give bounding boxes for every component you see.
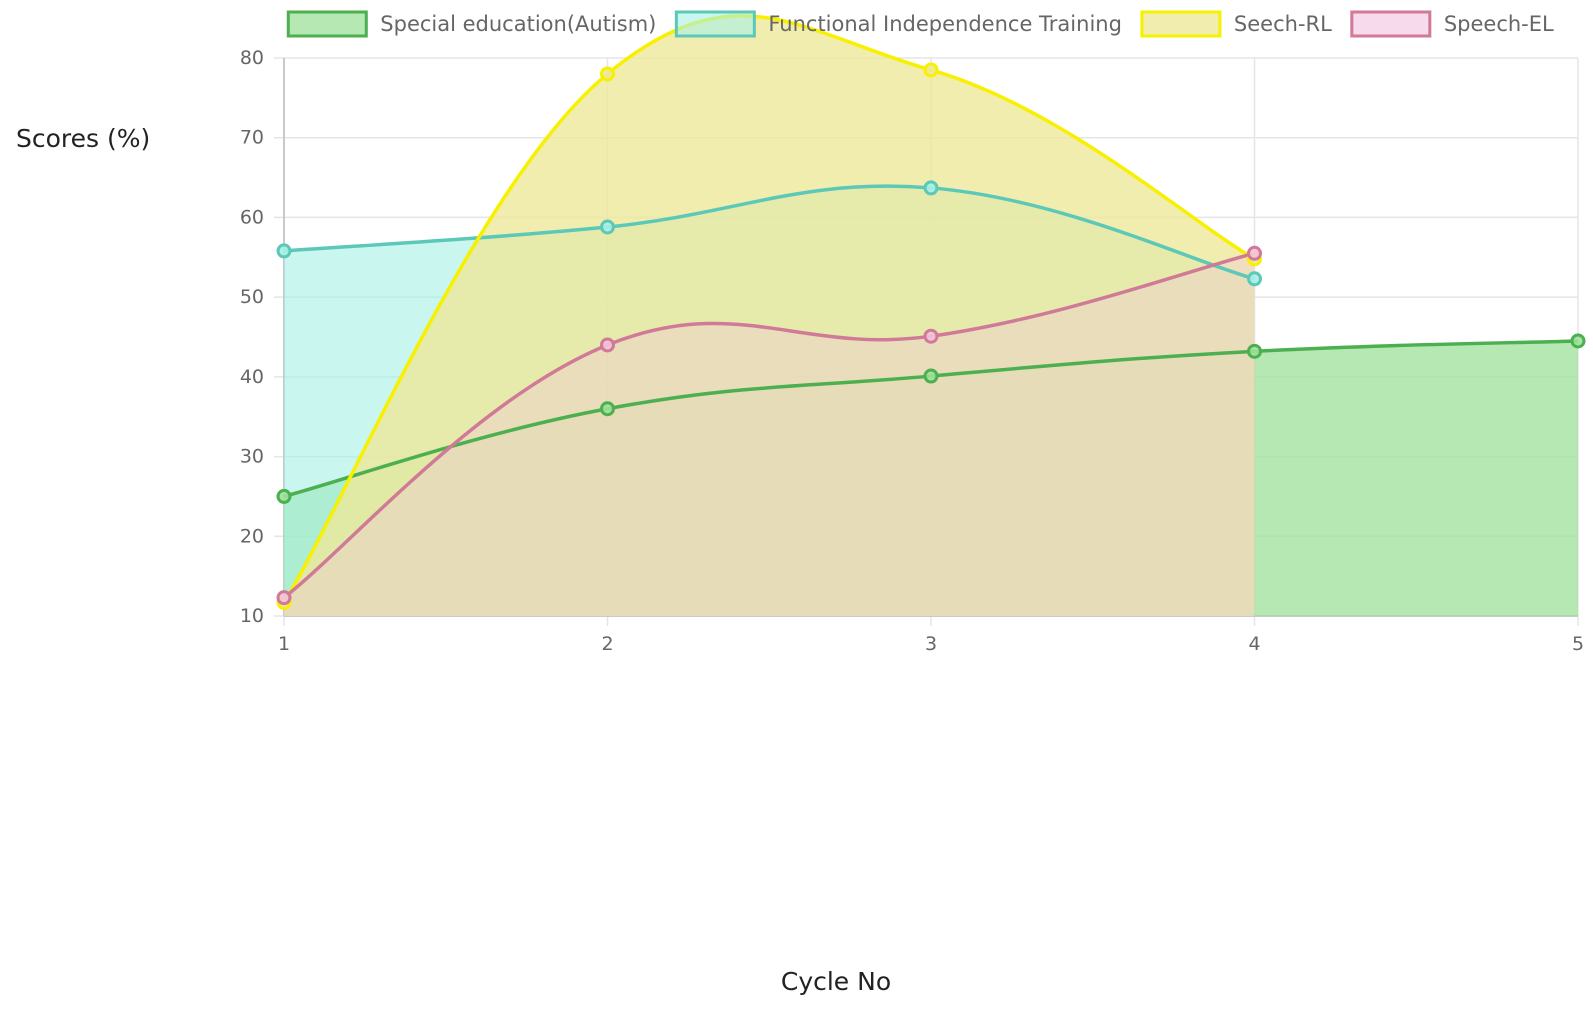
legend-swatch	[674, 10, 756, 38]
y-tick-label: 10	[240, 605, 264, 627]
legend-item-functional-independence-training[interactable]: Functional Independence Training	[674, 10, 1122, 38]
y-tick-label: 70	[240, 127, 264, 149]
data-point-functional-independence-training[interactable]	[600, 219, 615, 235]
data-point-special-education-autism[interactable]	[923, 368, 939, 384]
data-point-functional-independence-training[interactable]	[923, 180, 939, 196]
data-point-functional-independence-training[interactable]	[276, 243, 292, 259]
legend-item-special-education-autism[interactable]: Special education(Autism)	[286, 10, 656, 38]
data-point-special-education-autism[interactable]	[600, 401, 615, 417]
x-tick-label: 2	[601, 633, 613, 655]
data-point-speech-el[interactable]	[276, 590, 292, 606]
series-fills	[284, 15, 1578, 617]
x-axis-label: Cycle No	[780, 967, 892, 996]
data-point-special-education-autism[interactable]	[276, 488, 292, 504]
tick-labels: 10 20 30 40 50 60 70 80 1 2 3 4 5	[240, 47, 1584, 655]
data-point-functional-independence-training[interactable]	[1247, 271, 1262, 287]
data-point-seech-rl[interactable]	[923, 62, 939, 78]
legend-item-speech-el[interactable]: Speech-EL	[1350, 10, 1554, 38]
x-tick-label: 1	[278, 633, 290, 655]
series-area-speech-el	[284, 253, 1255, 617]
data-point-speech-el[interactable]	[923, 328, 939, 344]
legend[interactable]: Special education(Autism) Functional Inde…	[286, 10, 1554, 38]
y-tick-label: 50	[240, 286, 264, 308]
y-axis-label: Scores (%)	[16, 124, 151, 153]
legend-item-seech-rl[interactable]: Seech-RL	[1140, 10, 1332, 38]
legend-label: Seech-RL	[1234, 12, 1332, 36]
data-point-speech-el[interactable]	[1247, 245, 1262, 261]
data-point-special-education-autism[interactable]	[1247, 343, 1262, 359]
y-tick-label: 60	[240, 206, 264, 228]
legend-label: Special education(Autism)	[380, 12, 656, 36]
legend-swatch	[286, 10, 368, 38]
legend-swatch	[1350, 10, 1432, 38]
x-tick-label: 4	[1248, 633, 1260, 655]
legend-swatch	[1140, 10, 1222, 38]
legend-label: Functional Independence Training	[768, 12, 1122, 36]
y-tick-label: 40	[240, 366, 264, 388]
y-tick-label: 80	[240, 47, 264, 69]
series-line-functional-independence-training	[283, 184, 1255, 281]
series-line-speech-el	[282, 251, 1255, 600]
data-point-special-education-autism[interactable]	[1570, 333, 1586, 349]
series-points	[276, 62, 1586, 610]
x-tick-label: 3	[925, 633, 937, 655]
legend-label: Speech-EL	[1444, 12, 1554, 36]
x-tick-label: 5	[1572, 633, 1584, 655]
data-point-speech-el[interactable]	[600, 337, 615, 353]
y-tick-label: 20	[240, 525, 264, 547]
y-tick-label: 30	[240, 446, 264, 468]
data-point-seech-rl[interactable]	[600, 66, 615, 82]
